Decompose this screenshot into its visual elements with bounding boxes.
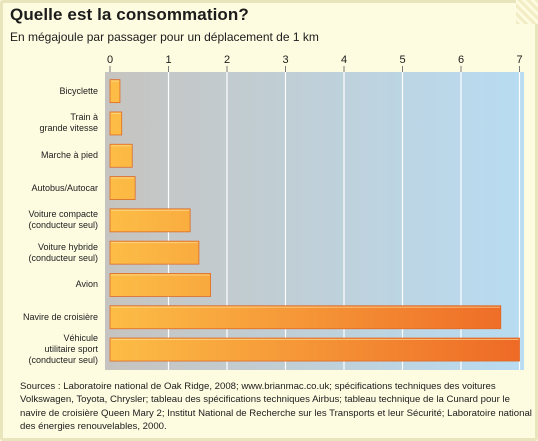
category-label: Marche à pied	[6, 140, 98, 172]
tick-label: 4	[341, 54, 347, 66]
bar	[109, 111, 123, 136]
category-label-line: Autobus/Autocar	[31, 182, 98, 193]
category-label-line: Véhicule	[63, 333, 98, 344]
bar	[109, 143, 133, 168]
bar	[109, 337, 520, 362]
bar	[109, 79, 121, 104]
category-label: Voiture compacte (conducteur seul)	[6, 204, 98, 236]
bar	[109, 176, 136, 200]
category-label-line: grande vitesse	[39, 123, 98, 134]
bar	[109, 208, 191, 233]
category-label: Navire de croisière	[6, 301, 98, 333]
category-label-line: Navire de croisière	[22, 311, 98, 322]
category-label-line: Voiture hybride	[37, 241, 98, 252]
tick-label: 1	[165, 54, 171, 66]
tick-label: 5	[399, 54, 405, 66]
category-label: Train à grande vitesse	[6, 107, 98, 139]
bar	[109, 305, 502, 330]
category-label: Autobus/Autocar	[6, 172, 98, 204]
category-label-line: (conducteur seul)	[28, 220, 98, 231]
tick-label: 3	[282, 54, 288, 66]
category-label-line: (conducteur seul)	[28, 355, 98, 366]
category-label-line: utilitaire sport	[44, 344, 98, 355]
tick-label: 7	[516, 54, 522, 66]
category-label-line: Marche à pied	[40, 150, 98, 161]
category-label-line: Bicyclette	[59, 85, 98, 96]
bar	[109, 273, 212, 297]
sources-note: Sources : Laboratoire national de Oak Ri…	[20, 381, 532, 433]
bar	[109, 240, 200, 265]
tick-label: 6	[458, 54, 464, 66]
tick-label: 2	[224, 54, 230, 66]
category-label-line: Avion	[75, 279, 98, 290]
category-label-line: Voiture compacte	[28, 209, 98, 220]
tick-label: 0	[107, 54, 113, 66]
category-label: Avion	[6, 269, 98, 301]
category-label-line: (conducteur seul)	[28, 252, 98, 263]
category-label: Voiture hybride (conducteur seul)	[6, 237, 98, 269]
category-label-line: Train à	[70, 112, 98, 123]
chart-subtitle: En mégajoule par passager pour un déplac…	[10, 30, 319, 44]
category-label: Bicyclette	[6, 75, 98, 107]
chart-title: Quelle est la consommation?	[10, 5, 249, 24]
corner-decoration	[516, 0, 538, 24]
category-label: Véhicule utilitaire sport (conducteur seul…	[6, 333, 98, 365]
